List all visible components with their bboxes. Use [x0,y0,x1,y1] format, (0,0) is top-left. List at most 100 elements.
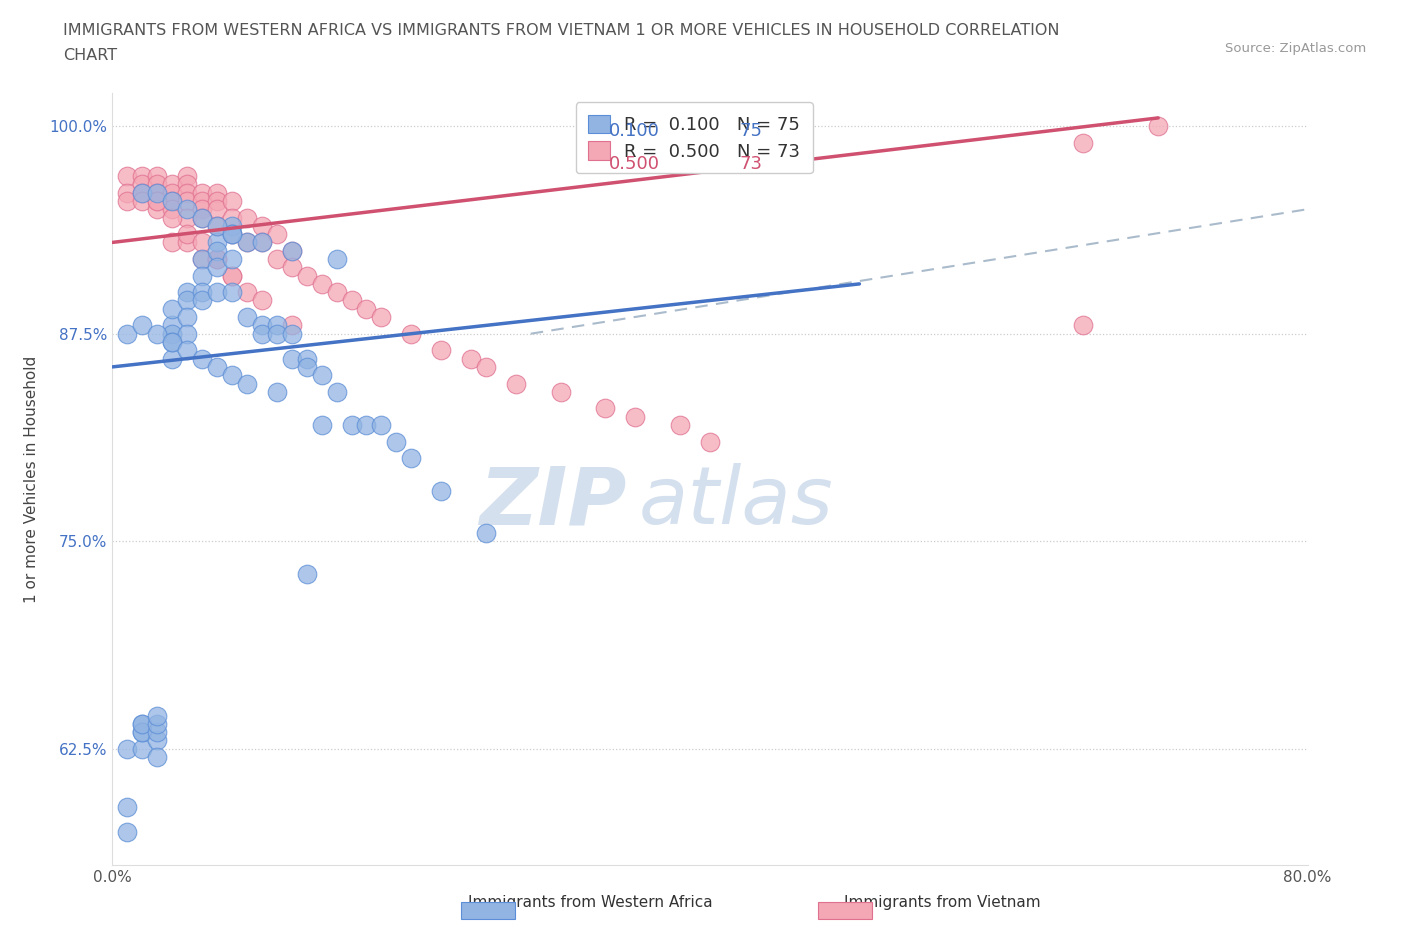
Point [131,318,153,333]
Point [236,310,259,325]
Point [370,310,392,325]
Point [205,235,228,250]
Point [624,409,647,424]
Point [146,168,169,183]
Point [311,367,333,382]
Point [146,326,169,341]
Text: IMMIGRANTS FROM WESTERN AFRICA VS IMMIGRANTS FROM VIETNAM 1 OR MORE VEHICLES IN : IMMIGRANTS FROM WESTERN AFRICA VS IMMIGR… [63,23,1060,38]
Y-axis label: 1 or more Vehicles in Household: 1 or more Vehicles in Household [24,355,38,603]
Point [340,418,363,432]
Point [221,227,243,242]
Point [370,418,392,432]
Point [550,384,572,399]
Point [191,235,214,250]
Point [1147,119,1170,134]
Point [205,251,228,266]
Point [669,418,692,432]
Point [250,326,273,341]
Point [146,177,169,192]
Point [295,360,318,375]
Point [311,276,333,291]
Point [162,301,183,316]
Point [162,210,183,225]
Point [475,525,498,540]
Point [475,360,498,375]
Point [250,235,273,250]
Point [250,219,273,233]
Point [117,824,139,839]
Point [162,193,183,208]
Point [146,185,169,200]
Point [295,352,318,366]
Point [221,367,243,382]
Point [221,227,243,242]
Point [131,716,153,731]
Text: Immigrants from Western Africa: Immigrants from Western Africa [468,895,713,910]
Text: 0.100: 0.100 [609,122,659,140]
Point [356,418,378,432]
Point [221,210,243,225]
Point [281,352,304,366]
Point [131,185,153,200]
Point [191,193,214,208]
Point [176,168,198,183]
Point [162,352,183,366]
Point [295,268,318,283]
Point [131,185,153,200]
Point [205,193,228,208]
Point [131,193,153,208]
Point [205,251,228,266]
Point [176,293,198,308]
Point [205,244,228,259]
Point [117,741,139,756]
Point [281,318,304,333]
Point [146,708,169,723]
Point [162,177,183,192]
Point [191,185,214,200]
Point [162,235,183,250]
Point [176,310,198,325]
Point [131,716,153,731]
Point [131,741,153,756]
Point [176,185,198,200]
Point [356,301,378,316]
Point [205,219,228,233]
Point [266,384,288,399]
Point [191,285,214,299]
Point [281,244,304,259]
Point [236,235,259,250]
Point [176,227,198,242]
Point [191,202,214,217]
Point [266,326,288,341]
Point [430,484,453,498]
Text: 0.500: 0.500 [609,154,659,173]
Point [146,733,169,748]
Point [176,343,198,358]
Point [176,235,198,250]
Point [146,716,169,731]
Point [266,227,288,242]
Point [221,268,243,283]
Point [281,244,304,259]
Point [325,251,347,266]
Point [266,318,288,333]
Point [401,326,423,341]
Point [117,168,139,183]
Point [117,185,139,200]
Point [191,293,214,308]
Point [205,285,228,299]
Point [340,293,363,308]
Point [221,251,243,266]
Point [146,185,169,200]
Point [236,285,259,299]
Point [176,326,198,341]
Point [205,360,228,375]
Text: CHART: CHART [63,48,117,63]
Point [250,318,273,333]
Point [191,251,214,266]
Point [430,343,453,358]
Point [176,210,198,225]
Point [162,202,183,217]
Point [1073,318,1095,333]
Text: 75: 75 [740,122,763,140]
